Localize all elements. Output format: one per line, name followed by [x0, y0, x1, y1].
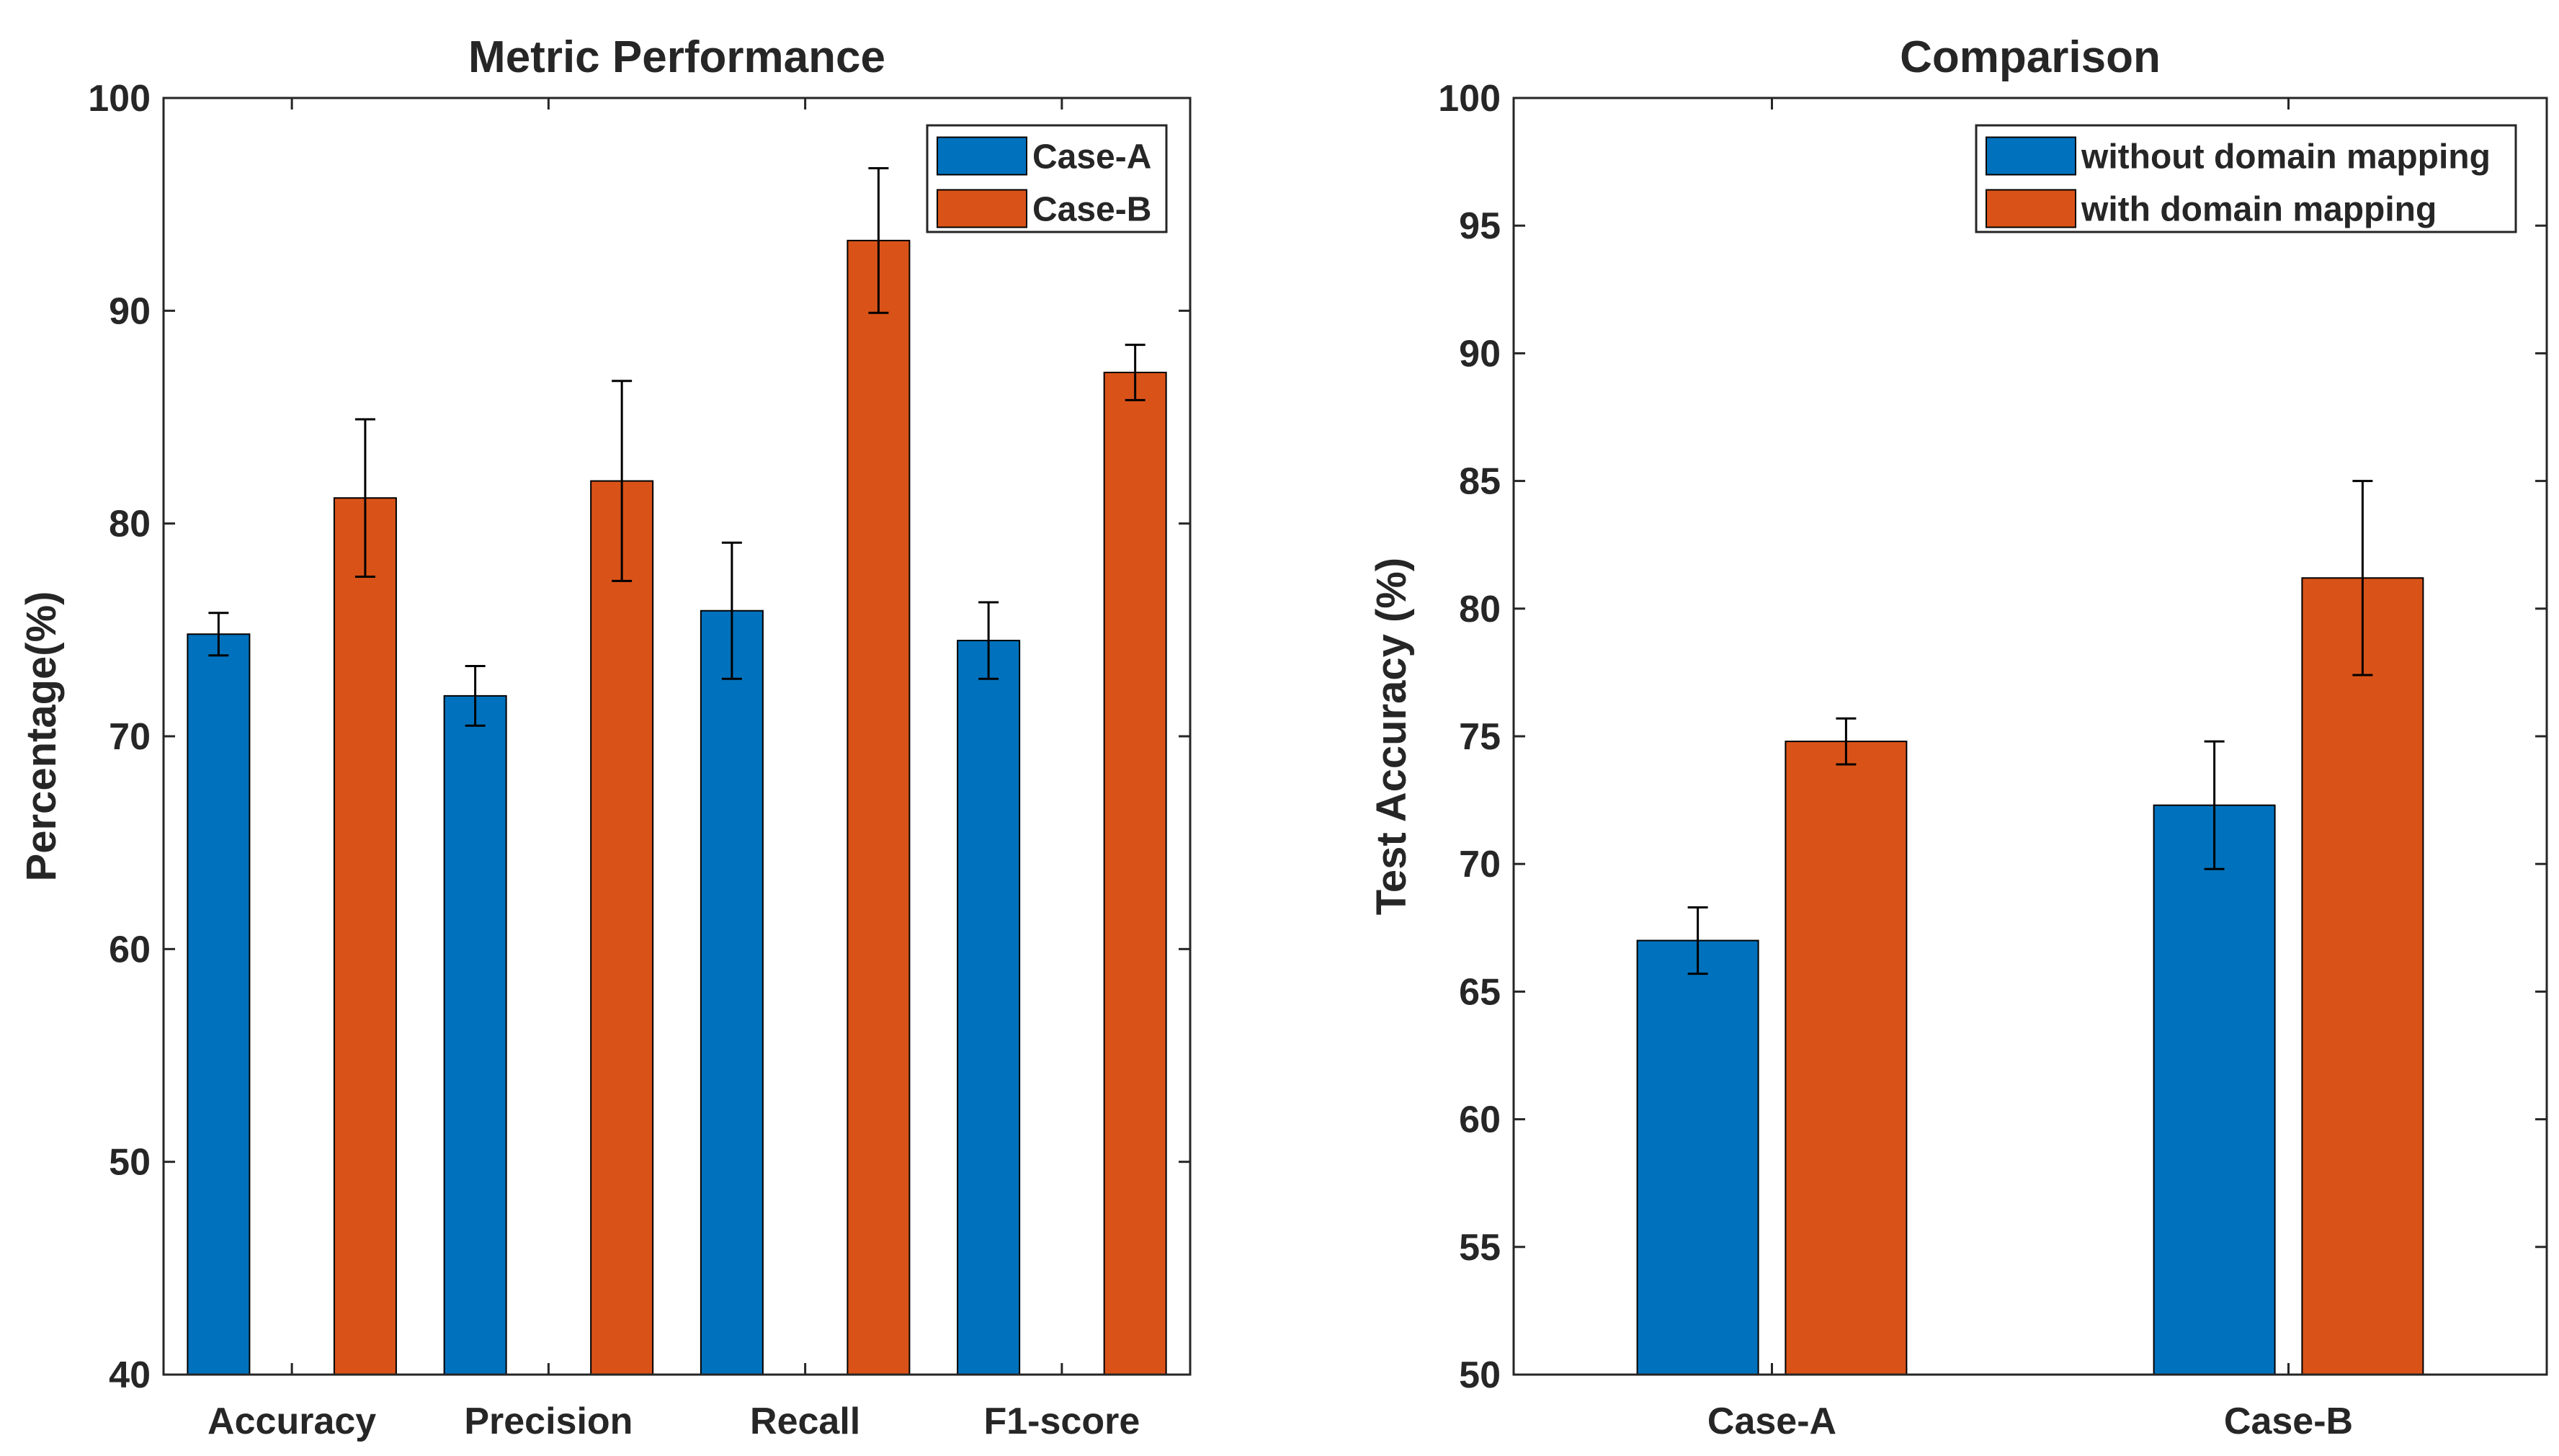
legend: without domain mapping with domain mappin…: [1975, 124, 2517, 233]
y-tick-label: 50: [109, 1142, 151, 1184]
legend-item: Case-B: [937, 189, 1151, 229]
legend: Case-A Case-B: [926, 124, 1168, 233]
bar: [333, 497, 397, 1375]
x-tick-label: F1-score: [983, 1401, 1140, 1442]
y-tick-label: 65: [1459, 971, 1501, 1013]
y-axis-label: Test Accuracy (%): [1368, 558, 1415, 915]
error-bar: [1836, 717, 1857, 766]
x-tick-label: Recall: [750, 1401, 860, 1442]
chart-title: Metric Performance: [468, 32, 885, 82]
bar: [187, 633, 251, 1375]
bars: [187, 239, 1167, 1376]
legend-swatch: [937, 136, 1027, 176]
bar: [700, 609, 764, 1376]
error-bar: [978, 601, 999, 680]
error-bar: [208, 612, 229, 657]
y-tick-label: 70: [1459, 844, 1501, 885]
x-tick-label: Case-A: [1707, 1401, 1836, 1442]
bar: [443, 694, 507, 1375]
y-tick-label: 70: [109, 716, 151, 758]
error-bar: [2204, 740, 2225, 870]
y-tick-label: 90: [1459, 333, 1501, 375]
metric-performance-chart: Metric Performance Percentage(%) 40 50 60 7…: [18, 32, 1192, 1442]
y-tick-label: 60: [109, 929, 151, 970]
y-tick-label: 55: [1459, 1227, 1501, 1269]
legend-swatch: [937, 189, 1027, 228]
chart-title: Comparison: [1900, 32, 2161, 82]
bar: [2301, 577, 2424, 1375]
legend-item: Case-A: [937, 136, 1151, 177]
error-bar: [2352, 480, 2373, 676]
x-tick-label: Precision: [464, 1401, 633, 1442]
y-tick-label: 90: [109, 290, 151, 332]
y-tick-label: 80: [1459, 589, 1501, 630]
y-tick-label: 40: [109, 1354, 151, 1396]
bar: [1785, 741, 1908, 1375]
y-tick-label: 50: [1459, 1354, 1501, 1396]
error-bars: [1687, 480, 2373, 975]
error-bar: [612, 380, 633, 582]
comparison-chart: Comparison Test Accuracy (%) 50 55 60 65 70 7…: [1368, 32, 2548, 1442]
error-bar: [1125, 344, 1145, 401]
error-bar: [1687, 906, 1708, 975]
legend-item: without domain mapping: [1986, 136, 2491, 177]
x-axis-ticks: Accuracy Precision Recall F1-score: [207, 98, 1140, 1442]
legend-label: without domain mapping: [2081, 138, 2491, 177]
y-tick-label: 95: [1459, 205, 1501, 247]
legend-label: with domain mapping: [2081, 191, 2437, 229]
bar: [2153, 804, 2276, 1375]
legend-label: Case-B: [1032, 191, 1151, 229]
y-tick-label: 80: [109, 504, 151, 545]
y-axis-ticks: 50 55 60 65 70 75 80 85 90 95 100: [1438, 78, 2547, 1396]
bar: [1636, 939, 1759, 1375]
bar: [957, 640, 1021, 1375]
x-tick-label: Accuracy: [207, 1401, 376, 1442]
bar: [1103, 371, 1167, 1375]
x-tick-label: Case-B: [2224, 1401, 2353, 1442]
error-bars: [208, 166, 1145, 727]
y-tick-label: 100: [1438, 78, 1501, 120]
y-tick-label: 75: [1459, 716, 1501, 758]
error-bar: [354, 418, 375, 578]
y-tick-label: 60: [1459, 1099, 1501, 1141]
legend-label: Case-A: [1032, 138, 1151, 177]
y-tick-label: 100: [88, 78, 151, 120]
y-axis-label: Percentage(%): [18, 591, 65, 882]
error-bar: [465, 665, 486, 727]
bars: [1636, 577, 2424, 1375]
y-tick-label: 85: [1459, 461, 1501, 503]
x-axis-ticks: Case-A Case-B: [1707, 98, 2353, 1442]
bar: [590, 480, 654, 1375]
legend-swatch: [1986, 189, 2076, 228]
y-axis-ticks: 40 50 60 70 80 90 100: [88, 78, 1190, 1396]
legend-swatch: [1986, 136, 2076, 176]
error-bar: [868, 166, 889, 314]
error-bar: [721, 541, 742, 680]
legend-item: with domain mapping: [1986, 189, 2437, 229]
bar: [847, 239, 911, 1376]
